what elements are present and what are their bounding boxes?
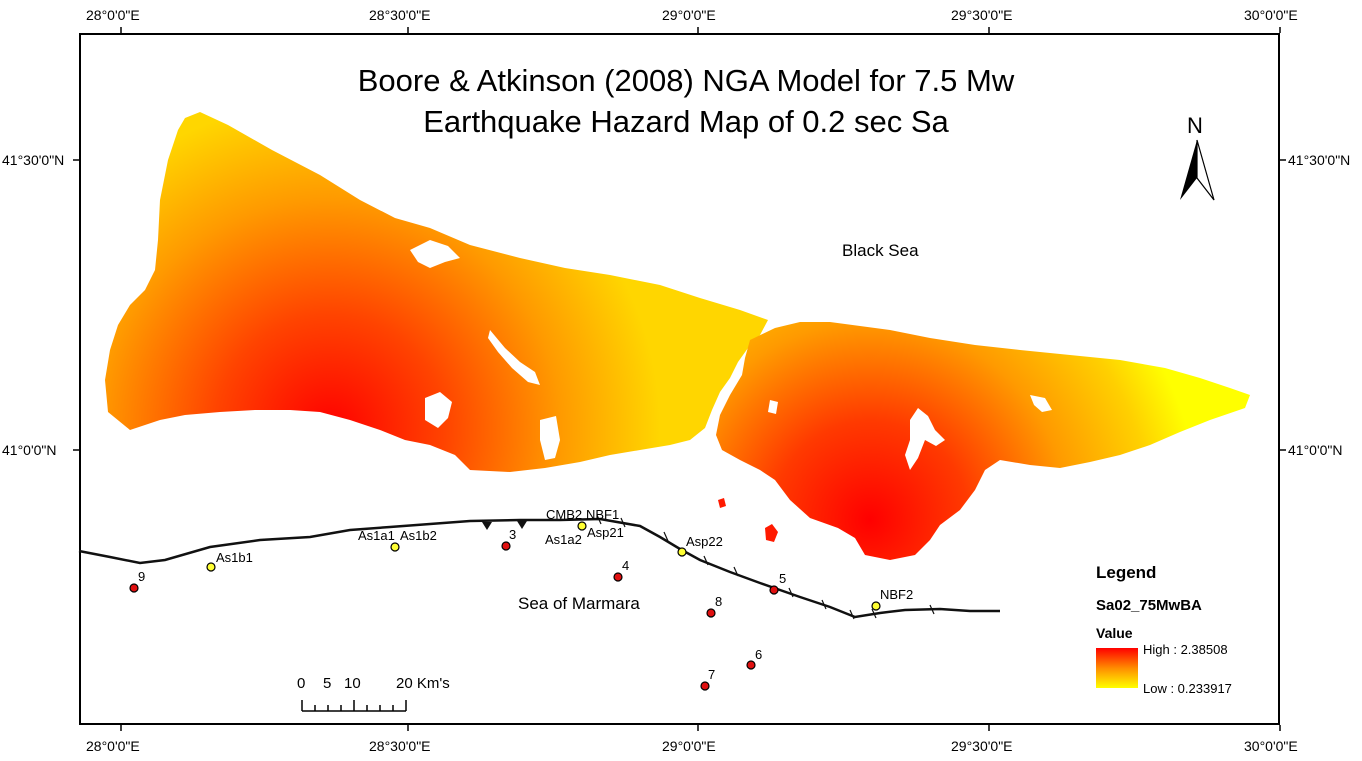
marmara-label: Sea of Marmara [518,594,640,613]
legend-high-label: High : 2.38508 [1143,642,1228,657]
legend-value-label: Value [1096,625,1133,641]
station-label-7: 7 [708,667,716,682]
lakes [410,240,1052,470]
station-label-as1a2: As1a2 [545,532,582,547]
lon-label-28-00: 28°0'0"E [86,7,140,23]
station-label-5: 5 [779,571,787,586]
legend-color-ramp [1096,648,1138,688]
fault-line [78,517,1000,619]
land-european-side [105,112,768,472]
scale-label-5: 5 [323,675,332,692]
north-label: N [1187,113,1203,138]
station-label-as1b1: As1b1 [216,550,253,565]
station-label-6: 6 [755,647,763,662]
lon-label-28-30-bottom: 28°30'0"E [369,738,431,754]
station-label-asp21: Asp21 [587,525,624,540]
station-label-9: 9 [138,569,146,584]
station-label-asp22: Asp22 [686,534,723,549]
lat-label-41-30-left: 41°30'0"N [2,152,65,168]
station-label-nbf1: NBF1 [586,507,620,522]
lon-label-28-00-bottom: 28°0'0"E [86,738,140,754]
map-title-line1: Boore & Atkinson (2008) NGA Model for 7.… [357,63,1015,98]
station-label-4: 4 [622,558,630,573]
lat-label-41-30-right: 41°30'0"N [1288,152,1351,168]
lon-label-29-30: 29°30'0"E [951,7,1013,23]
legend-heading: Legend [1096,563,1157,582]
station-label-8: 8 [715,594,723,609]
lon-label-30-00: 30°0'0"E [1244,7,1298,23]
station-label-nbf2: NBF2 [880,587,914,602]
legend-layer-name: Sa02_75MwBA [1096,597,1202,614]
graticule-ticks [73,27,1286,731]
lat-label-41-00-left: 41°0'0"N [2,442,57,458]
station-label-cmb2: CMB2 [546,507,583,522]
map-title-line2: Earthquake Hazard Map of 0.2 sec Sa [423,104,949,139]
scale-label-20: 20 Km's [396,675,450,692]
lon-label-29-00-bottom: 29°0'0"E [662,738,716,754]
station-label-as1a1: As1a1 [358,528,395,543]
black-sea-label: Black Sea [842,241,919,260]
islands [718,498,778,542]
red-stations [129,541,779,691]
scale-label-10: 10 [344,675,361,692]
lat-label-41-00-right: 41°0'0"N [1288,442,1343,458]
yellow-stations [206,521,881,611]
thrust-triangles [482,521,527,530]
scale-label-0: 0 [297,675,306,692]
station-label-3: 3 [509,527,517,542]
lon-label-30-00-bottom: 30°0'0"E [1244,738,1298,754]
map-frame [79,33,1280,725]
lon-label-29-00: 29°0'0"E [662,7,716,23]
north-arrow-icon [1180,139,1215,201]
lon-label-28-30: 28°30'0"E [369,7,431,23]
scale-bar [301,700,407,712]
land-asian-side [716,322,1250,560]
station-label-as1b2: As1b2 [400,528,437,543]
fault-ticks [596,514,935,620]
lon-label-29-30-bottom: 29°30'0"E [951,738,1013,754]
legend-low-label: Low : 0.233917 [1143,681,1232,696]
